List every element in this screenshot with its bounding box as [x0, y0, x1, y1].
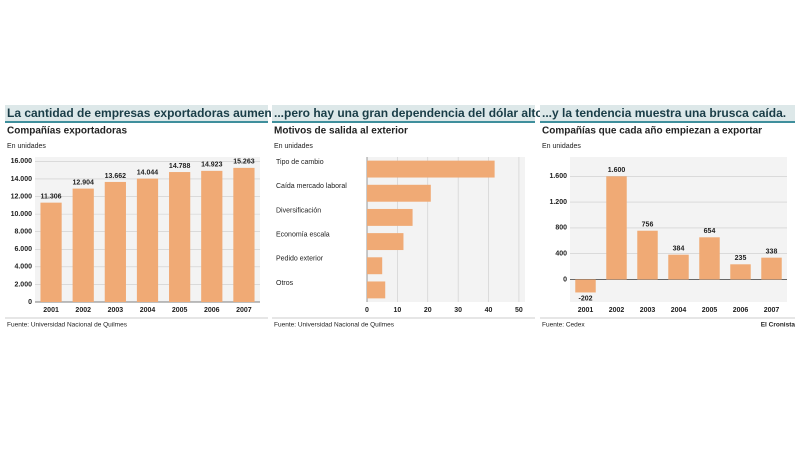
panel-subtitle: Motivos de salida al exterior: [274, 126, 408, 137]
category-label: Diversificación: [276, 207, 321, 214]
value-label: 13.662: [105, 173, 127, 180]
x-tick-label: 2004: [671, 307, 687, 314]
source: Fuente: Universidad Nacional de Quilmes: [274, 322, 395, 329]
bar: [367, 160, 495, 178]
x-tick-label: 30: [454, 307, 462, 314]
category-label: Economía escala: [276, 231, 330, 238]
plot-area: [367, 157, 525, 302]
y-tick-label: 8.000: [14, 229, 32, 236]
value-label: 338: [766, 249, 778, 256]
x-tick-label: 2002: [75, 307, 91, 314]
x-tick-label: 20: [424, 307, 432, 314]
x-tick-label: 2002: [609, 307, 625, 314]
x-tick-label: 2001: [43, 307, 59, 314]
bar: [606, 176, 627, 280]
bar: [730, 264, 751, 280]
x-tick-label: 2007: [764, 307, 780, 314]
bar: [367, 233, 404, 251]
value-label: 14.923: [201, 162, 223, 169]
panel-header: La cantidad de empresas exportadoras aum…: [7, 106, 292, 120]
x-tick-label: 2003: [108, 307, 124, 314]
bar: [104, 181, 126, 302]
source: Fuente: Universidad Nacional de Quilmes: [7, 322, 128, 329]
value-label: 756: [642, 222, 654, 229]
category-label: Tipo de cambio: [276, 159, 324, 166]
y-tick-label: 10.000: [11, 211, 33, 218]
header-band: [272, 105, 535, 122]
y-tick-label: 16.000: [11, 158, 33, 165]
x-tick-label: 2001: [578, 307, 594, 314]
unit-label: En unidades: [542, 143, 581, 150]
bar: [169, 172, 191, 302]
panel-header: ...pero hay una gran dependencia del dól…: [274, 106, 553, 120]
x-tick-label: 40: [485, 307, 493, 314]
bar: [367, 184, 431, 202]
category-label: Otros: [276, 280, 294, 287]
y-tick-label: 400: [555, 251, 567, 258]
y-tick-label: 12.000: [11, 193, 33, 200]
y-tick-label: 2.000: [14, 281, 32, 288]
value-label: 15.263: [233, 159, 255, 166]
x-tick-label: 10: [393, 307, 401, 314]
category-label: Pedido exterior: [276, 256, 324, 263]
bar: [201, 170, 223, 302]
bar: [40, 202, 62, 302]
x-tick-label: 2006: [733, 307, 749, 314]
y-tick-label: 14.000: [11, 176, 33, 183]
x-tick-label: 50: [515, 307, 523, 314]
plot-area: [570, 157, 787, 302]
bar: [233, 167, 255, 302]
value-label: 12.904: [73, 179, 95, 186]
bar: [136, 178, 159, 302]
header-band: [5, 105, 268, 122]
x-tick-label: 2003: [640, 307, 656, 314]
y-tick-label: 800: [555, 225, 567, 232]
x-tick-label: 2004: [140, 307, 156, 314]
value-label: 235: [735, 255, 747, 262]
value-label: 654: [704, 228, 716, 235]
bar: [367, 281, 386, 299]
y-tick-label: 0: [28, 299, 32, 306]
category-label: Caída mercado laboral: [276, 183, 347, 190]
bar: [575, 279, 596, 293]
bar: [761, 257, 782, 280]
unit-label: En unidades: [274, 143, 313, 150]
panel-subtitle: Compañías que cada año empiezan a export…: [542, 126, 762, 137]
bar: [72, 188, 94, 302]
x-tick-label: 2005: [172, 307, 188, 314]
y-tick-label: 0: [563, 276, 567, 283]
value-label: 11.306: [41, 193, 62, 200]
y-tick-label: 4.000: [14, 264, 32, 271]
unit-label: En unidades: [7, 143, 46, 150]
header-band: [540, 105, 795, 122]
y-tick-label: 1.200: [549, 199, 567, 206]
bar: [699, 237, 720, 280]
x-tick-label: 2006: [204, 307, 220, 314]
value-label: 384: [673, 246, 685, 253]
panel-header: ...y la tendencia muestra una brusca caí…: [542, 106, 786, 120]
bar: [367, 257, 383, 275]
bar: [668, 254, 689, 280]
value-label: 1.600: [608, 167, 626, 174]
bar: [367, 208, 413, 226]
x-tick-label: 2007: [236, 307, 252, 314]
y-tick-label: 1.600: [549, 173, 567, 180]
value-label: 14.788: [169, 163, 191, 170]
panel-subtitle: Compañías exportadoras: [7, 126, 127, 137]
credit: El Cronista: [761, 322, 796, 329]
source: Fuente: Cedex: [542, 322, 585, 329]
x-tick-label: 0: [365, 307, 369, 314]
value-label: 14.044: [137, 169, 159, 176]
y-tick-label: 6.000: [14, 246, 32, 253]
x-tick-label: 2005: [702, 307, 718, 314]
value-label: -202: [578, 295, 592, 302]
bar: [637, 230, 658, 280]
